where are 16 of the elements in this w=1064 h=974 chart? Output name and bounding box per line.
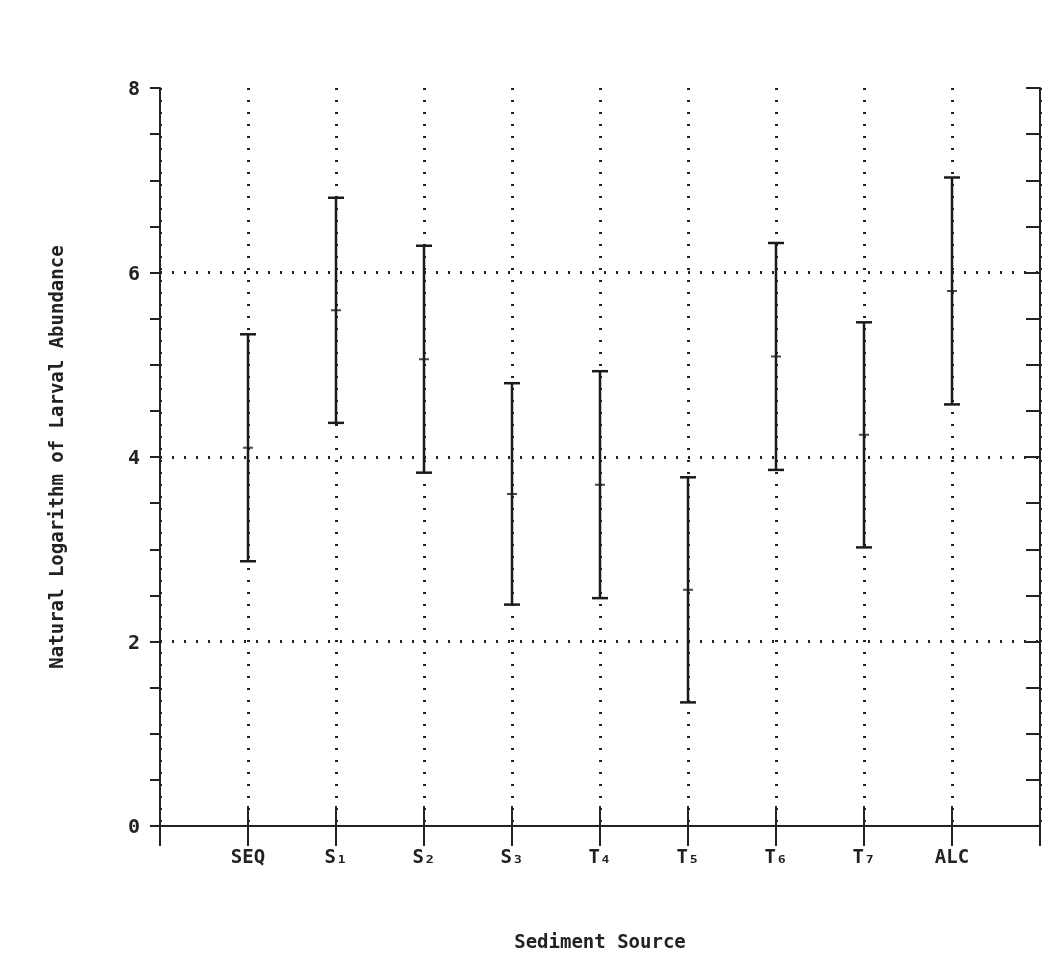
x-tick-label: S₃ — [500, 844, 524, 867]
y-tick-label: 4 — [127, 445, 140, 469]
x-tick-label: S₂ — [412, 844, 436, 867]
y-axis-title: Natural Logarithm of Larval Abundance — [44, 245, 67, 669]
x-tick-label: S₁ — [324, 844, 348, 867]
y-tick-label: 8 — [127, 76, 140, 100]
y-tick-label: 0 — [127, 814, 140, 838]
y-tick-label: 2 — [127, 629, 140, 654]
y-tick-label: 6 — [127, 260, 140, 285]
x-tick-label: SEQ — [230, 844, 266, 867]
x-tick-label: T₅ — [676, 844, 700, 867]
x-axis-title: Sediment Source — [514, 929, 686, 952]
x-tick-label: T₄ — [588, 844, 612, 867]
x-tick-label: T₇ — [852, 844, 876, 867]
x-tick-label: T₆ — [764, 844, 788, 867]
x-tick-label: ALC — [934, 844, 970, 867]
